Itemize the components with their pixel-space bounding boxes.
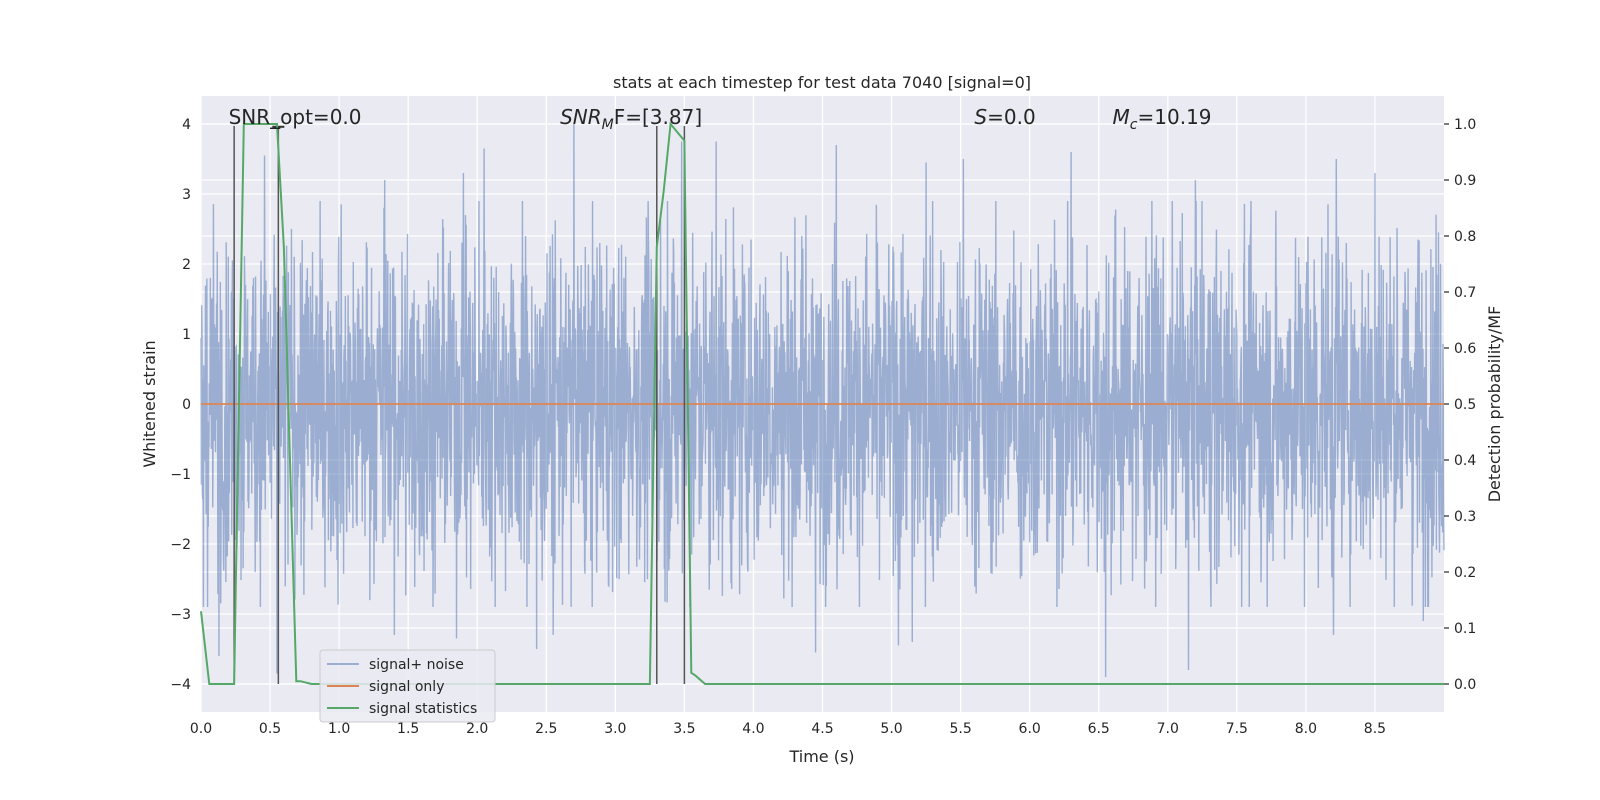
y2-tick-label-1: 0.1	[1454, 621, 1476, 637]
x-ticks: 0.0 0.5 1.0 1.5 2.0 2.5 3.0 3.5 4.0 4.5 5.0 5.5 6.0 6…	[190, 721, 1386, 737]
y2-tick-label-6: 0.6	[1454, 341, 1476, 357]
signal-statistics-line	[200, 121, 1444, 685]
y2-tick-label-0: 0.0	[1454, 677, 1476, 693]
legend: signal+ noise signal only signal statist…	[319, 649, 496, 723]
annotation-3: Mc=10.19	[1113, 105, 1212, 133]
x-tick-label-17: 8.5	[1364, 721, 1386, 737]
y2-tick-label-4: 0.4	[1454, 453, 1476, 469]
legend-label-signal-noise: signal+ noise	[369, 657, 464, 673]
x-tick-label-16: 8.0	[1295, 721, 1317, 737]
chart-title: stats at each timestep for test data 704…	[613, 73, 1031, 92]
y2-tick-label-5: 0.5	[1454, 397, 1476, 413]
y-tick-label-8: 4	[182, 117, 191, 133]
x-tick-label-0: 0.0	[190, 721, 212, 737]
y2-tick-label-7: 0.7	[1454, 285, 1476, 301]
y2-tick-label-3: 0.3	[1454, 509, 1476, 525]
noise-line	[200, 123, 1445, 678]
x-tick-label-14: 7.0	[1157, 721, 1179, 737]
y-axis-label: Whitened strain	[140, 340, 159, 467]
series-signal-statistics	[200, 121, 1444, 685]
x-tick-label-3: 1.5	[397, 721, 419, 737]
y-ticks: −4 −3 −2 −1 0 1 2 3 4	[170, 117, 191, 693]
y2-ticks: 0.0 0.1 0.2 0.3 0.4 0.5 0.6 0.7 0.8 0.9 1.0	[1444, 117, 1476, 693]
y-tick-label-6: 2	[182, 257, 191, 273]
y-tick-label-0: −4	[170, 677, 191, 693]
y2-axis-label: Detection probability/MF	[1485, 306, 1504, 503]
y-tick-label-7: 3	[182, 187, 191, 203]
x-axis-label: Time (s)	[788, 747, 854, 766]
y-tick-label-5: 1	[182, 327, 191, 343]
x-tick-label-1: 0.5	[259, 721, 281, 737]
annotation-0: SNR_opt=0.0	[229, 105, 362, 129]
x-tick-label-11: 5.5	[949, 721, 971, 737]
y2-tick-label-10: 1.0	[1454, 117, 1476, 133]
annotations: SNR_opt=0.0 SNRMF=[3.87] S=0.0 Mc=10.19	[229, 105, 1212, 133]
x-tick-label-12: 6.0	[1019, 721, 1041, 737]
annotation-1: SNRMF=[3.87]	[560, 105, 702, 133]
y2-tick-label-9: 0.9	[1454, 173, 1476, 189]
y-tick-label-3: −1	[170, 467, 191, 483]
x-tick-label-6: 3.0	[604, 721, 626, 737]
legend-box	[319, 649, 496, 723]
legend-label-signal-statistics: signal statistics	[369, 701, 477, 717]
y-tick-label-1: −3	[170, 607, 191, 623]
y-tick-label-4: 0	[182, 397, 191, 413]
x-tick-label-15: 7.5	[1226, 721, 1248, 737]
x-tick-label-9: 4.5	[811, 721, 833, 737]
x-tick-label-4: 2.0	[466, 721, 488, 737]
legend-label-signal-only: signal only	[369, 679, 444, 695]
x-tick-label-7: 3.5	[673, 721, 695, 737]
x-tick-label-10: 5.0	[880, 721, 902, 737]
x-tick-label-13: 6.5	[1088, 721, 1110, 737]
x-tick-label-2: 1.0	[328, 721, 350, 737]
annotation-2: S=0.0	[974, 105, 1035, 129]
x-tick-label-8: 4.0	[742, 721, 764, 737]
y2-tick-label-2: 0.2	[1454, 565, 1476, 581]
x-tick-label-5: 2.5	[535, 721, 557, 737]
y2-tick-label-8: 0.8	[1454, 229, 1476, 245]
vertical-markers	[233, 125, 686, 684]
y-tick-label-2: −2	[170, 537, 191, 553]
series-signal-noise	[200, 123, 1445, 678]
